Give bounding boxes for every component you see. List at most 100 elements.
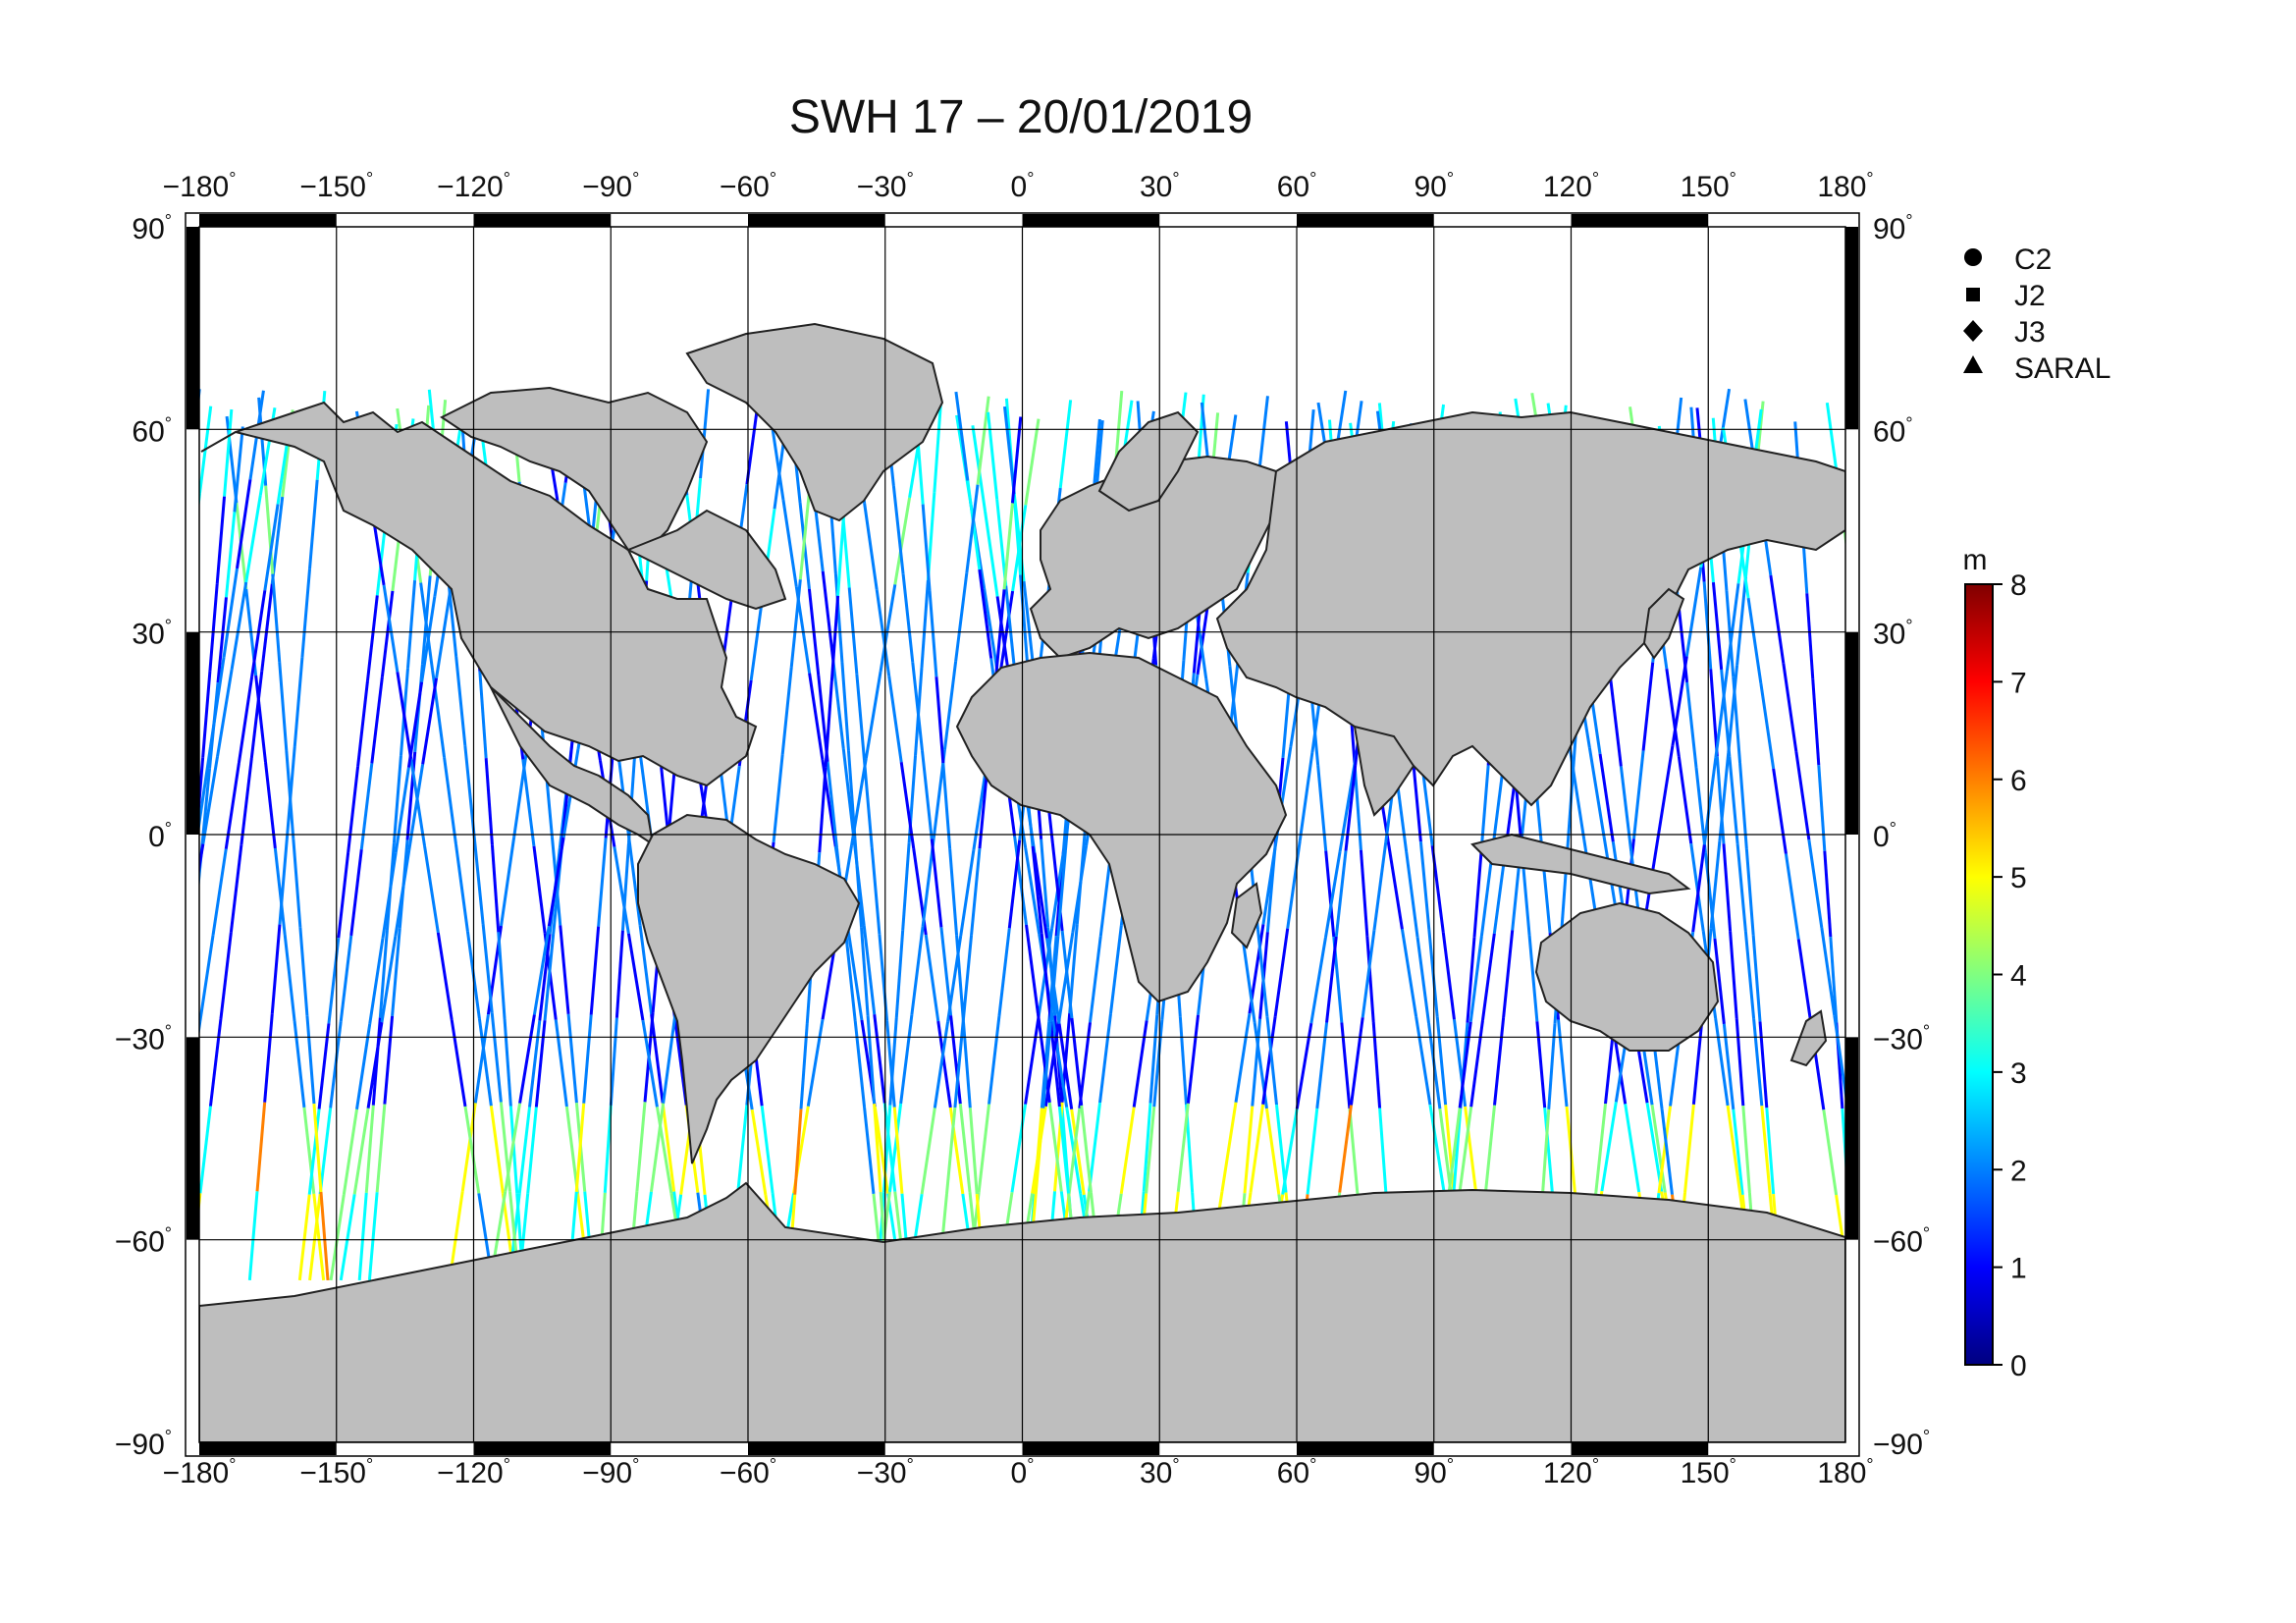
track-segment — [949, 1015, 962, 1105]
colorbar-tick-label: 5 — [2010, 862, 2027, 894]
track-segment — [528, 1020, 542, 1108]
track-segment — [1405, 851, 1419, 938]
track-segment — [983, 511, 999, 597]
track-segment — [1691, 1016, 1704, 1106]
track-segment — [1811, 678, 1821, 766]
lat-tick-label-left: 30° — [132, 617, 172, 651]
track-segment — [298, 927, 309, 1016]
track-segment — [1452, 1019, 1468, 1108]
track-segment — [1415, 937, 1430, 1024]
track-segment — [1657, 745, 1675, 836]
track-segment — [247, 1191, 259, 1281]
track-segment — [649, 1103, 666, 1193]
lat-tick-label-left: −30° — [115, 1021, 172, 1055]
track-segment — [236, 479, 252, 569]
track-segment — [1386, 840, 1404, 930]
track-segment — [352, 1108, 370, 1195]
track-segment — [312, 1104, 323, 1193]
frame-bar-bottom — [1571, 1442, 1709, 1455]
track-segment — [1013, 836, 1028, 926]
track-segment — [933, 1021, 950, 1109]
track-segment — [554, 1019, 568, 1108]
track-segment — [1600, 1102, 1618, 1192]
lon-tick-label: −150° — [299, 1455, 373, 1489]
lon-tick-label: 0° — [1011, 169, 1035, 203]
track-segment — [222, 568, 239, 658]
frame-bar-bottom — [473, 1442, 612, 1455]
track-segment — [976, 396, 990, 485]
track-segment — [650, 1013, 665, 1104]
track-segment — [477, 1018, 493, 1107]
track-segment — [894, 930, 905, 1018]
track-segment — [305, 1015, 316, 1105]
track-segment — [394, 767, 410, 854]
track-segment — [144, 843, 155, 931]
track-segment — [921, 750, 934, 839]
track-segment — [1249, 1104, 1265, 1193]
australia — [1534, 901, 1720, 1052]
lon-tick-label: 30° — [1140, 169, 1180, 203]
track-segment — [177, 1024, 185, 1109]
track-segment — [1057, 1106, 1070, 1194]
track-segment — [435, 591, 452, 678]
track-segment — [1702, 581, 1713, 670]
track-segment — [1923, 1105, 1935, 1192]
track-segment — [547, 837, 565, 927]
track-segment — [1298, 752, 1314, 841]
track-segment — [1056, 849, 1067, 937]
lat-tick-label-left: −90° — [115, 1427, 172, 1461]
lon-tick-label: −60° — [720, 169, 776, 203]
track-segment — [798, 491, 811, 580]
track-segment — [939, 927, 953, 1016]
track-segment — [1378, 1108, 1388, 1195]
track-segment — [1729, 931, 1738, 1019]
track-segment — [237, 676, 254, 764]
track-segment — [1004, 585, 1017, 674]
lon-tick-label: −90° — [582, 1455, 639, 1489]
track-segment — [233, 426, 244, 513]
track-segment — [208, 1018, 223, 1107]
track-segment — [997, 590, 1015, 678]
colorbar-tick-label: 0 — [2010, 1350, 2027, 1382]
track-segment — [1760, 1106, 1772, 1194]
track-segment — [1024, 1015, 1041, 1105]
track-segment — [406, 579, 417, 669]
track-segment — [641, 1019, 659, 1108]
asia — [1215, 410, 1845, 807]
track-segment — [497, 932, 507, 1020]
track-segment — [111, 1106, 122, 1193]
track-segment — [396, 672, 413, 760]
madagascar — [1230, 882, 1263, 949]
lon-tick-label: 30° — [1140, 1455, 1180, 1489]
lon-tick-label: 150° — [1681, 1455, 1736, 1489]
track-segment — [831, 659, 845, 749]
track-segment — [270, 496, 285, 584]
lat-tick-label-right: 0° — [1873, 819, 1896, 853]
track-segment — [1703, 852, 1717, 940]
track-segment — [1441, 932, 1456, 1020]
track-segment — [901, 573, 915, 663]
track-segment — [1823, 850, 1833, 938]
track-segment — [655, 1107, 673, 1194]
track-segment — [383, 1015, 395, 1105]
saral-marker-icon — [1963, 355, 1983, 373]
track-segment — [620, 842, 630, 931]
track-segment — [1334, 850, 1348, 938]
track-segment — [174, 1019, 181, 1107]
track-segment — [312, 1193, 326, 1281]
track-segment — [1359, 849, 1369, 937]
track-segment — [789, 579, 802, 668]
greenland — [685, 322, 944, 522]
track-segment — [1691, 844, 1706, 933]
track-segment — [920, 579, 930, 669]
track-segment — [1472, 850, 1483, 938]
track-segment — [342, 1109, 358, 1196]
track-segment — [130, 924, 139, 1013]
track-segment — [1483, 1105, 1497, 1193]
track-segment — [308, 479, 319, 569]
map-title: SWH 17 – 20/01/2019 — [788, 91, 1254, 143]
track-segment — [175, 931, 189, 1018]
track-segment — [270, 924, 282, 1014]
track-segment — [518, 1014, 536, 1104]
track-segment — [292, 839, 302, 928]
